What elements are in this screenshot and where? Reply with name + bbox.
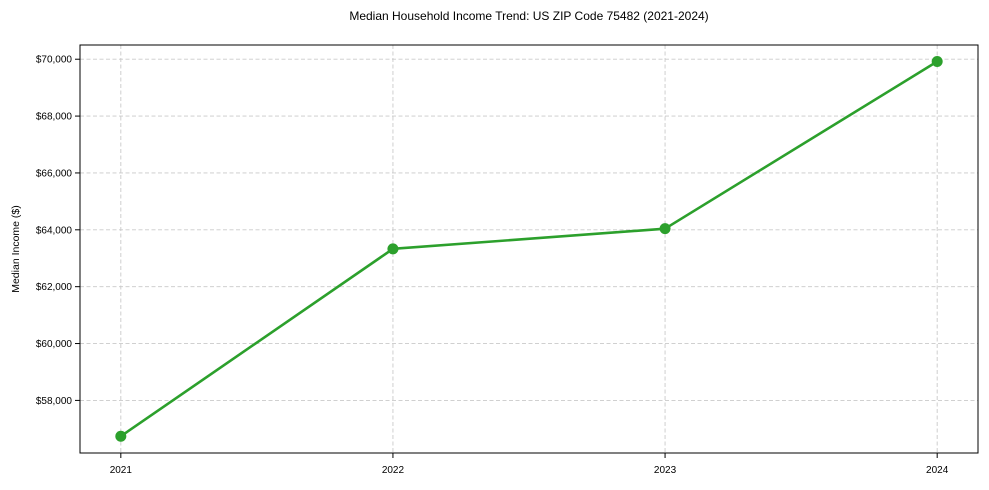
y-tick-label: $70,000: [36, 55, 73, 66]
data-point-2024: [931, 55, 943, 67]
data-point-2021: [115, 430, 127, 442]
data-point-2023: [659, 223, 671, 235]
y-tick-label: $64,000: [36, 225, 73, 236]
x-tick-label: 2024: [926, 465, 949, 476]
trend-line: [119, 60, 939, 438]
y-tick-label: $66,000: [36, 168, 73, 179]
plot-border: [79, 44, 979, 454]
x-tick-label: 2021: [110, 465, 133, 476]
y-tick-label: $62,000: [36, 282, 73, 293]
y-tick-label: $60,000: [36, 339, 73, 350]
y-tick-label: $68,000: [36, 112, 73, 123]
data-point-2022: [387, 243, 399, 255]
x-tick-label: 2023: [654, 465, 677, 476]
chart-title: Median Household Income Trend: US ZIP Co…: [349, 9, 709, 23]
x-tick-label: 2022: [382, 465, 405, 476]
y-tick-label: $58,000: [36, 396, 73, 407]
